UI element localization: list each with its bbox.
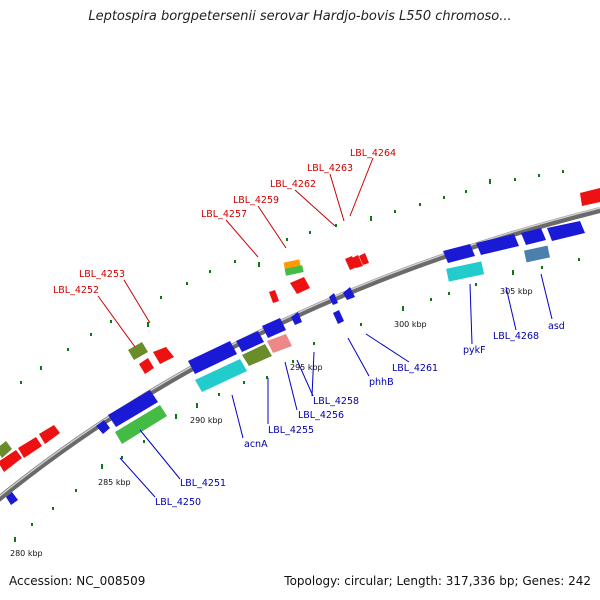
label-lbl4268: LBL_4268: [493, 331, 539, 342]
outer-genes: [0, 188, 600, 472]
gene-lbl4253-a: [139, 358, 154, 374]
outer-leader-lines: [97, 157, 374, 348]
label-lbl4259: LBL_4259: [233, 195, 279, 206]
gene-lbl4256-blue: [262, 318, 286, 338]
gene-lbl4256-pink: [267, 334, 292, 353]
gene-left-red-1: [0, 450, 22, 472]
gene-left-red-2: [18, 437, 42, 458]
gene-left-red-3: [39, 425, 60, 444]
label-lbl4256: LBL_4256: [298, 410, 344, 421]
map-title: Leptospira borgpetersenii serovar Hardjo…: [88, 9, 512, 24]
scale-label-290: 290 kbp: [190, 416, 223, 425]
gene-lbl4252: [128, 342, 148, 360]
scale-label-285: 285 kbp: [98, 478, 131, 487]
label-lbl4264: LBL_4264: [350, 148, 396, 159]
gene-lbl4258: [291, 312, 302, 325]
label-lbl4262: LBL_4262: [270, 179, 316, 190]
label-lbl4253: LBL_4253: [79, 269, 125, 280]
gene-left-olive: [0, 441, 12, 458]
label-lbl4263: LBL_4263: [307, 163, 353, 174]
gene-lbl4259-green: [284, 265, 304, 276]
genome-backbone: [0, 207, 600, 502]
scale-label-280: 280 kbp: [10, 549, 43, 558]
gene-lbl4255-blue: [236, 331, 264, 352]
gene-lbl4262: [290, 277, 310, 294]
gene-phhB-b: [333, 310, 344, 324]
gene-lbl4257: [269, 290, 279, 303]
label-lbl4261: LBL_4261: [392, 363, 438, 374]
label-acnA: acnA: [244, 439, 268, 450]
gene-lbl4263: [345, 256, 357, 270]
gene-acnA-cyan: [195, 359, 247, 392]
label-asd: asd: [548, 321, 565, 332]
gene-lbl4250-blue: [96, 420, 110, 434]
label-lbl4257: LBL_4257: [201, 209, 247, 220]
gene-acnA-blue: [188, 341, 237, 374]
gene-lbl4268-blue-2: [521, 228, 546, 245]
gene-far-left-blue: [6, 492, 18, 505]
label-phhB: phhB: [369, 377, 394, 388]
topology-summary: Topology: circular; Length: 317,336 bp; …: [284, 574, 591, 588]
label-pykF: pykF: [463, 345, 486, 356]
genome-backbone-highlight: [0, 207, 600, 497]
gene-lbl4251-blue: [108, 390, 158, 427]
gene-lbl4253-b: [153, 347, 174, 364]
gene-right-red: [580, 188, 600, 206]
inner-tick-ring: [14, 258, 580, 542]
gene-asd-blue: [547, 221, 585, 241]
inner-genes: [6, 221, 585, 505]
label-lbl4252: LBL_4252: [53, 285, 99, 296]
gene-lbl4261: [343, 287, 355, 300]
outer-tick-ring: [20, 170, 564, 384]
gene-lbl4250-green: [115, 405, 167, 444]
scale-label-300: 300 kbp: [394, 320, 427, 329]
gene-lbl4264-b: [359, 253, 369, 265]
gene-lbl4255-olive: [242, 344, 272, 366]
gene-phhB-a: [329, 293, 338, 305]
label-lbl4255: LBL_4255: [268, 425, 314, 436]
label-lbl4250: LBL_4250: [155, 497, 201, 508]
gene-asd-steel: [524, 245, 550, 263]
gene-lbl4268-blue: [476, 234, 519, 255]
gene-pykF-cyan: [446, 261, 485, 282]
scale-label-305: 305 kbp: [500, 287, 533, 296]
label-lbl4258: LBL_4258: [313, 396, 359, 407]
inner-leader-lines: [119, 273, 553, 498]
gene-lbl4264-a: [352, 255, 363, 268]
gene-pykF-blue: [443, 244, 475, 263]
label-lbl4251: LBL_4251: [180, 478, 226, 489]
scale-label-295: 295 kbp: [290, 363, 323, 372]
accession-label: Accession: NC_008509: [9, 574, 146, 588]
